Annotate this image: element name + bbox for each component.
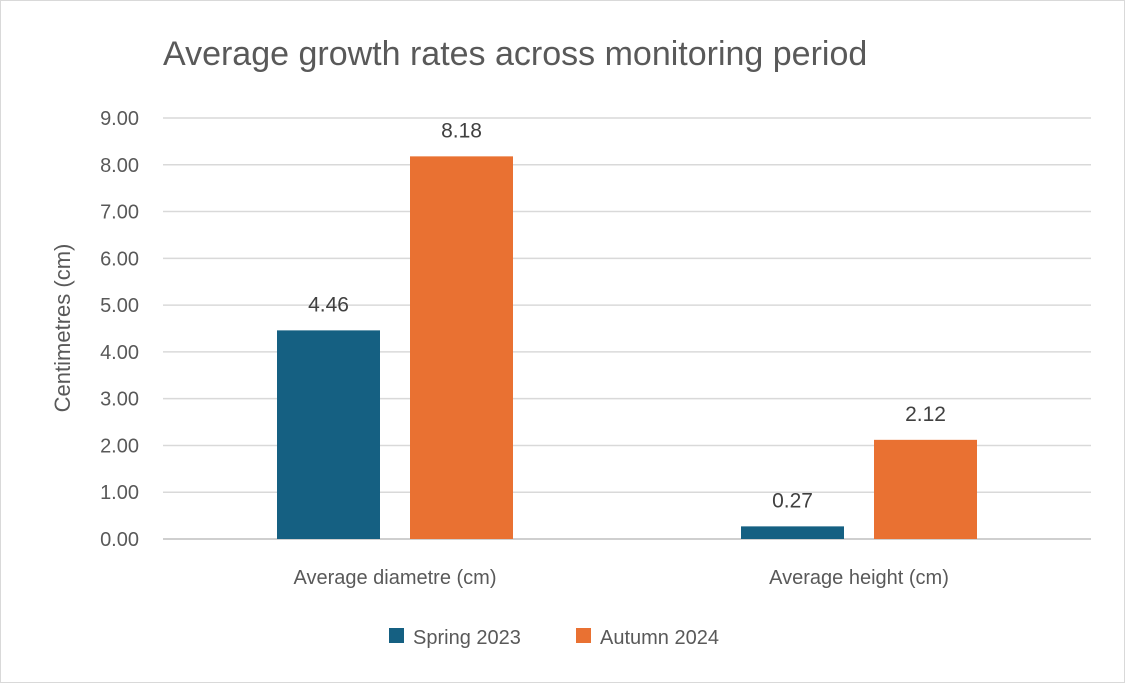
data-label: 8.18 [441,119,482,142]
bar-spring-2023 [277,330,380,539]
y-tick-label: 9.00 [100,108,139,130]
y-tick-label: 1.00 [100,482,139,504]
x-category-label: Average diametre (cm) [293,567,496,589]
x-category-label: Average height (cm) [769,567,949,589]
y-axis-label: Centimetres (cm) [50,244,75,413]
bar-spring-2023 [741,526,844,539]
chart-title: Average growth rates across monitoring p… [163,35,867,73]
y-tick-label: 4.00 [100,342,139,364]
y-axis-ticks: 0.00 1.00 2.00 3.00 4.00 5.00 6.00 7.00 8.00 9.00 [100,108,139,551]
legend-label: Autumn 2024 [600,627,719,649]
y-tick-label: 7.00 [100,202,139,224]
y-tick-label: 6.00 [100,248,139,270]
legend-label: Spring 2023 [413,627,521,649]
y-tick-label: 0.00 [100,529,139,551]
legend-swatch [576,628,591,643]
y-tick-label: 5.00 [100,295,139,317]
legend-swatch [389,628,404,643]
data-label: 2.12 [905,403,946,426]
data-label: 0.27 [772,489,813,512]
bar-autumn-2024 [874,439,977,539]
legend: Spring 2023 Autumn 2024 [389,627,719,649]
bar-autumn-2024 [410,156,513,539]
y-tick-label: 8.00 [100,155,139,177]
data-label: 4.46 [308,293,349,316]
bars [277,156,977,539]
y-tick-label: 2.00 [100,435,139,457]
data-labels: 4.46 8.18 0.27 2.12 [308,119,946,512]
y-tick-label: 3.00 [100,389,139,411]
x-axis-categories: Average diametre (cm) Average height (cm) [293,567,948,589]
